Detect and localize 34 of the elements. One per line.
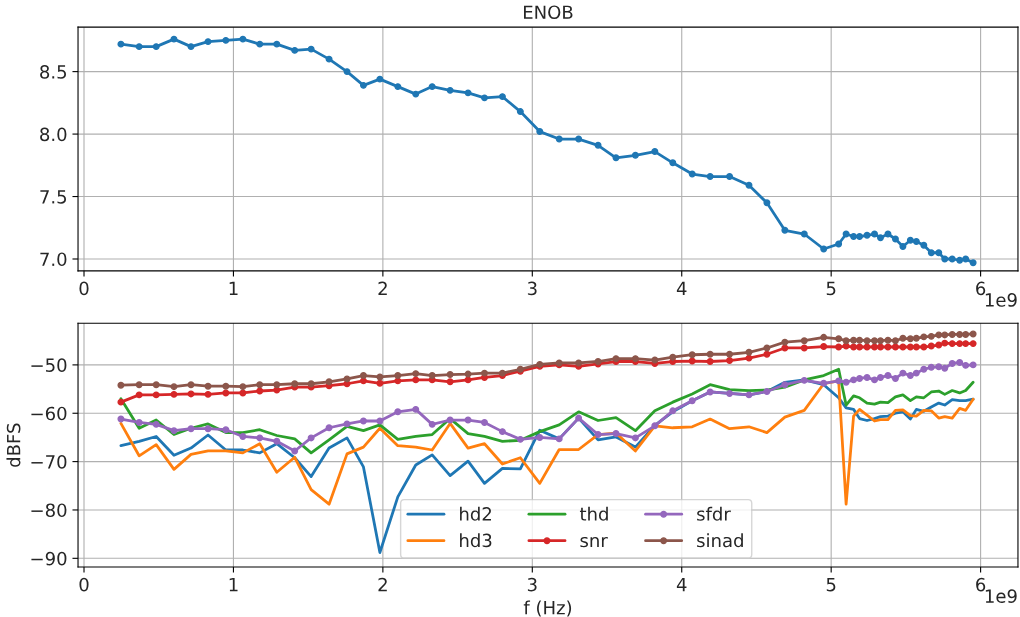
x-tick-label: 6 — [976, 281, 986, 296]
x-tick-label: 4 — [676, 578, 687, 592]
x-tick-label: 2 — [378, 577, 387, 592]
y-axis-title: dBFS — [6, 423, 21, 467]
legend-label: snr — [580, 536, 608, 548]
x-tick-label: 1 — [229, 281, 238, 295]
chart-title: ENOB — [524, 5, 573, 20]
legend-label: thd — [579, 506, 608, 521]
x-tick-label: 3 — [527, 281, 537, 296]
x-tick-label: 4 — [676, 281, 687, 295]
y-tick-label: −60 — [31, 406, 67, 421]
y-tick-label: 8.0 — [40, 127, 67, 142]
text: 1e9 — [985, 589, 1017, 603]
x-tick-label: 2 — [378, 281, 387, 295]
y-tick-label: −70 — [31, 455, 67, 469]
x-tick-label: 0 — [79, 281, 89, 296]
x-tick-label: 5 — [826, 281, 836, 296]
text: 1e9 — [985, 293, 1017, 307]
legend-label: hd2 — [460, 506, 491, 521]
x-tick-label: 1 — [229, 578, 238, 592]
y-tick-label: −80 — [31, 503, 67, 518]
x-tick-label: 0 — [79, 577, 89, 592]
y-tick-label: 7.5 — [40, 190, 67, 204]
y-tick-label: 7.0 — [40, 252, 67, 267]
x-axis-title: f (Hz) — [523, 600, 572, 617]
legend-label: sinad — [697, 533, 743, 548]
x-tick-label: 5 — [826, 578, 836, 592]
legend-label: hd3 — [460, 533, 492, 548]
y-tick-label: −90 — [31, 551, 67, 566]
x-tick-label: 6 — [976, 577, 986, 592]
x-tick-label: 3 — [527, 577, 537, 592]
y-tick-label: 8.5 — [40, 65, 67, 79]
legend-label: sfdr — [697, 506, 731, 521]
y-tick-label: −50 — [31, 358, 67, 373]
